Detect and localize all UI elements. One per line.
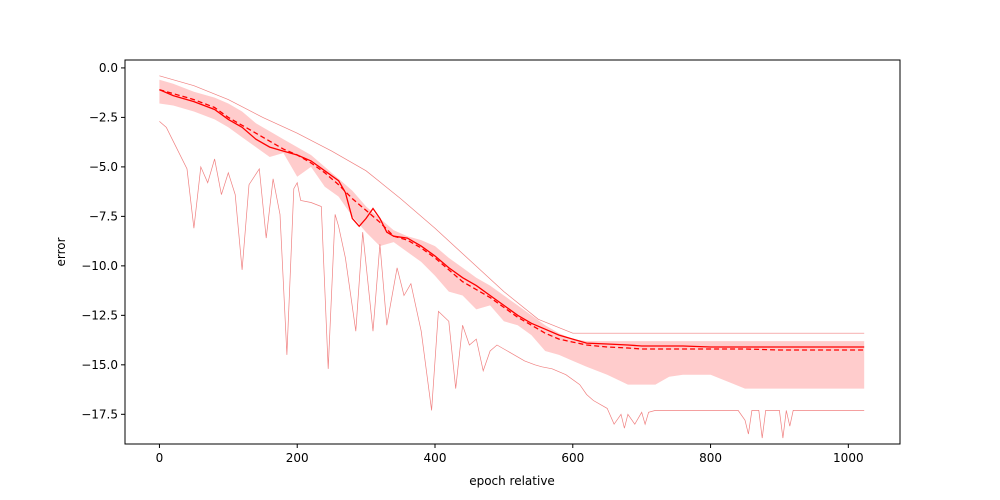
y-tick-label: −2.5	[89, 110, 118, 124]
lower-envelope-line	[159, 121, 865, 439]
y-tick-label: −10.0	[81, 259, 118, 273]
x-tick-label: 600	[561, 451, 584, 465]
y-tick-label: −15.0	[81, 358, 118, 372]
dashed-series-line	[159, 89, 865, 351]
x-tick-label: 1000	[833, 451, 864, 465]
y-axis-label: error	[54, 237, 68, 266]
y-tick-label: −7.5	[89, 209, 118, 223]
y-tick-label: −5.0	[89, 160, 118, 174]
x-tick-label: 400	[424, 451, 447, 465]
solid-series-line	[159, 89, 865, 348]
y-tick-label: −12.5	[81, 308, 118, 322]
spread-band	[159, 79, 865, 389]
x-tick-label: 0	[156, 451, 164, 465]
y-tick-label: −17.5	[81, 407, 118, 421]
x-axis-ticks: 0 200 400 600 800 1000	[156, 444, 864, 465]
plot-area	[159, 75, 865, 439]
x-axis-label: epoch relative	[469, 474, 555, 488]
y-axis-ticks: 0.0 −2.5 −5.0 −7.5 −10.0 −12.5 −15.0 −17.5	[81, 61, 125, 421]
x-tick-label: 200	[286, 451, 309, 465]
y-tick-label: 0.0	[99, 61, 118, 75]
x-tick-label: 800	[699, 451, 722, 465]
upper-envelope-line	[159, 75, 865, 334]
axes-frame	[124, 59, 901, 445]
